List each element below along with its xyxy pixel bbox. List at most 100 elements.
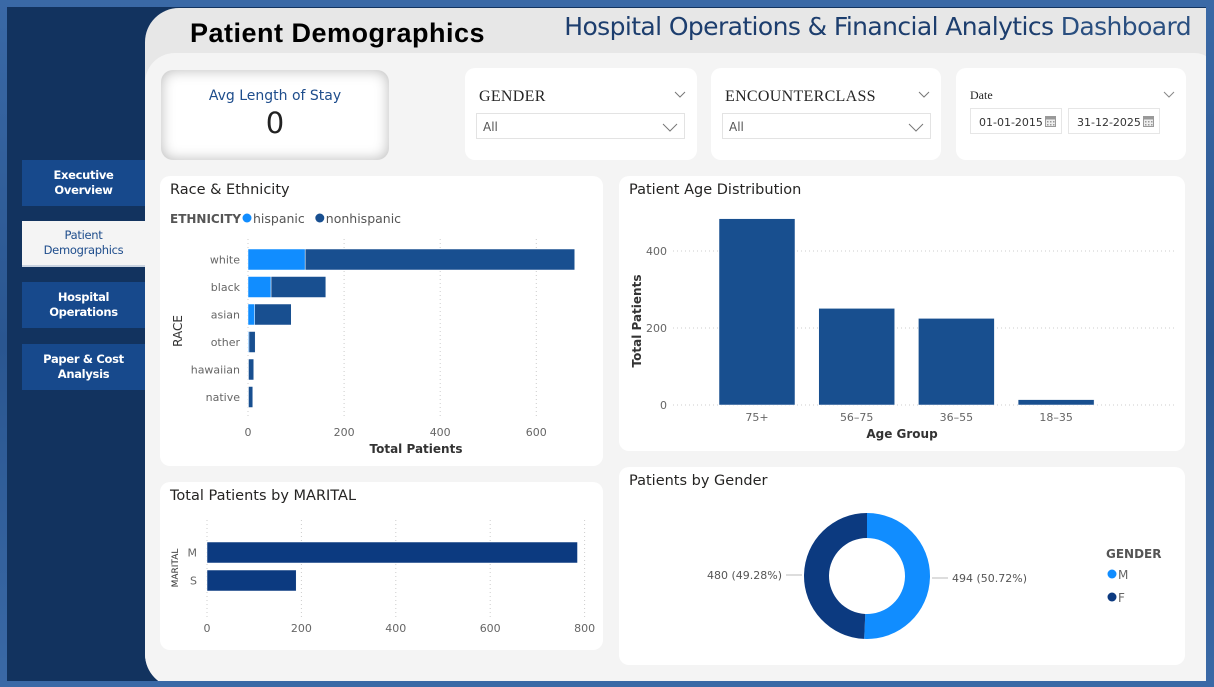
nav-label: Hospital Operations	[49, 290, 118, 319]
dashboard-title: Hospital Operations & Financial Analytic…	[564, 12, 1191, 41]
bar-hispanic-asian	[247, 303, 255, 326]
chart-title: Patients by Gender	[629, 473, 768, 489]
end-date-value: 31-12-2025	[1077, 116, 1141, 129]
end-date-input[interactable]: 31-12-2025	[1068, 108, 1160, 134]
slicer-title: GENDER	[479, 88, 546, 105]
kpi-value: 0	[265, 106, 285, 140]
nav-hospital-operations[interactable]: Hospital Operations	[22, 282, 145, 328]
y-tick-label: 400	[646, 245, 667, 258]
age-distribution-chart: 0 200 400 Total Patients Age Group 75+ 56–75 36…	[630, 218, 1175, 441]
chevron-down-icon[interactable]	[917, 88, 931, 100]
x-tick-label: 18–35	[1039, 411, 1073, 424]
encounterclass-dropdown[interactable]: All	[722, 113, 931, 139]
x-tick-label: 36–55	[940, 411, 974, 424]
chevron-down-icon[interactable]	[1162, 88, 1176, 100]
kpi-card-avg-length-of-stay: Avg Length of Stay 0	[161, 70, 389, 160]
y-tick-label: black	[211, 281, 241, 294]
bar-nonhispanic-white	[304, 248, 575, 271]
chart-title: Patient Age Distribution	[629, 182, 802, 198]
legend-marker	[315, 213, 325, 223]
bar-hispanic-black	[247, 276, 272, 298]
race-ethnicity-chart-card: Race & Ethnicity ETHNICITY hispanic nonhis…	[160, 176, 603, 466]
y-tick-label: other	[211, 336, 241, 349]
gender-slicer: GENDER All	[465, 68, 697, 160]
legend-marker	[1107, 592, 1117, 602]
dropdown-value: All	[729, 120, 744, 134]
gender-dropdown[interactable]: All	[476, 113, 685, 139]
x-tick-label: 400	[430, 426, 451, 439]
legend-title: ETHNICITY	[170, 212, 241, 226]
bar-75+	[718, 218, 796, 406]
slicer-title: Date	[970, 88, 993, 102]
calendar-icon[interactable]	[1143, 116, 1154, 127]
content-area: Avg Length of Stay 0 GENDER All ENCOUNTE…	[145, 53, 1206, 681]
x-axis-title: Total Patients	[370, 442, 463, 456]
x-tick-label: 56–75	[840, 411, 874, 424]
date-slicer: Date 01-01-2015 31-12-2025	[956, 68, 1186, 160]
chevron-down-icon	[908, 123, 924, 132]
start-date-value: 01-01-2015	[979, 116, 1043, 129]
y-tick-label: white	[210, 254, 240, 267]
bar-36–55	[918, 318, 995, 406]
nav-label: Patient Demographics	[43, 228, 124, 257]
encounterclass-slicer: ENCOUNTERCLASS All	[711, 68, 941, 160]
dropdown-value: All	[483, 120, 498, 134]
y-axis-title: RACE	[171, 315, 185, 347]
slicer-title: ENCOUNTERCLASS	[725, 88, 876, 105]
legend-marker	[242, 213, 252, 223]
bar-nonhispanic-hawaiian	[248, 358, 255, 381]
x-axis-title: Age Group	[866, 427, 938, 441]
legend-label: nonhispanic	[326, 211, 401, 226]
x-tick-label: 200	[291, 622, 312, 635]
page-title: Patient Demographics	[190, 18, 486, 48]
y-tick-label: asian	[211, 309, 240, 322]
y-axis-title: MARITAL	[171, 549, 181, 588]
bar-hispanic-white	[247, 248, 306, 271]
x-tick-label: 0	[245, 426, 252, 439]
legend-label: F	[1118, 591, 1125, 605]
age-distribution-chart-card: Patient Age Distribution 0 200 400 Total Pa…	[619, 176, 1185, 451]
y-tick-label: native	[206, 391, 241, 404]
chevron-down-icon[interactable]	[673, 88, 687, 100]
bar-S	[206, 569, 297, 592]
legend-marker	[1107, 569, 1117, 579]
marital-chart-card: Total Patients by MARITAL 0 200 400 600 800 M…	[160, 482, 603, 650]
marital-chart: 0 200 400 600 800 MARITAL M S	[171, 520, 595, 635]
race-ethnicity-chart: ETHNICITY hispanic nonhispanic 0 200 400 600 To…	[170, 211, 575, 456]
start-date-input[interactable]: 01-01-2015	[970, 108, 1062, 134]
x-tick-label: 600	[480, 622, 501, 635]
report-canvas: Executive Overview Patient Demographics …	[7, 7, 1206, 681]
nav-paper-cost-analysis[interactable]: Paper & Cost Analysis	[22, 344, 145, 390]
x-tick-label: 75+	[745, 411, 768, 424]
nav-label: Executive Overview	[53, 168, 114, 197]
bar-nonhispanic-black	[270, 276, 327, 298]
dashboard-title-main: Hospital Operations & Financial Analytic…	[564, 12, 1054, 41]
data-label-F: 480 (49.28%)	[707, 569, 782, 582]
bar-nonhispanic-native	[248, 386, 254, 408]
chart-title: Total Patients by MARITAL	[170, 488, 357, 504]
y-tick-label: S	[190, 575, 197, 588]
y-axis-title: Total Patients	[630, 275, 644, 368]
gender-chart-card: Patients by Gender 494 (50.72%) 480 (49.2…	[619, 467, 1185, 665]
dashboard-title-suffix: Dashboard	[1060, 12, 1192, 41]
bar-nonhispanic-asian	[254, 303, 292, 326]
kpi-label: Avg Length of Stay	[208, 88, 342, 104]
legend-title: GENDER	[1106, 547, 1162, 561]
nav-label: Paper & Cost Analysis	[43, 352, 124, 381]
report-page: Patient Demographics Hospital Operations…	[145, 8, 1206, 681]
calendar-icon[interactable]	[1045, 116, 1056, 127]
data-label-M: 494 (50.72%)	[952, 572, 1027, 585]
nav-patient-demographics[interactable]: Patient Demographics	[22, 221, 145, 267]
nav-executive-overview[interactable]: Executive Overview	[22, 160, 145, 206]
x-tick-label: 400	[385, 622, 406, 635]
y-tick-label: hawaiian	[191, 364, 240, 377]
x-tick-label: 600	[526, 426, 547, 439]
bar-nonhispanic-other	[248, 331, 256, 353]
chart-title: Race & Ethnicity	[170, 182, 290, 198]
y-tick-label: 200	[646, 322, 667, 335]
donut-slice-F	[803, 513, 867, 639]
bar-56–75	[818, 308, 895, 406]
chevron-down-icon	[662, 123, 678, 132]
x-tick-label: 200	[334, 426, 355, 439]
